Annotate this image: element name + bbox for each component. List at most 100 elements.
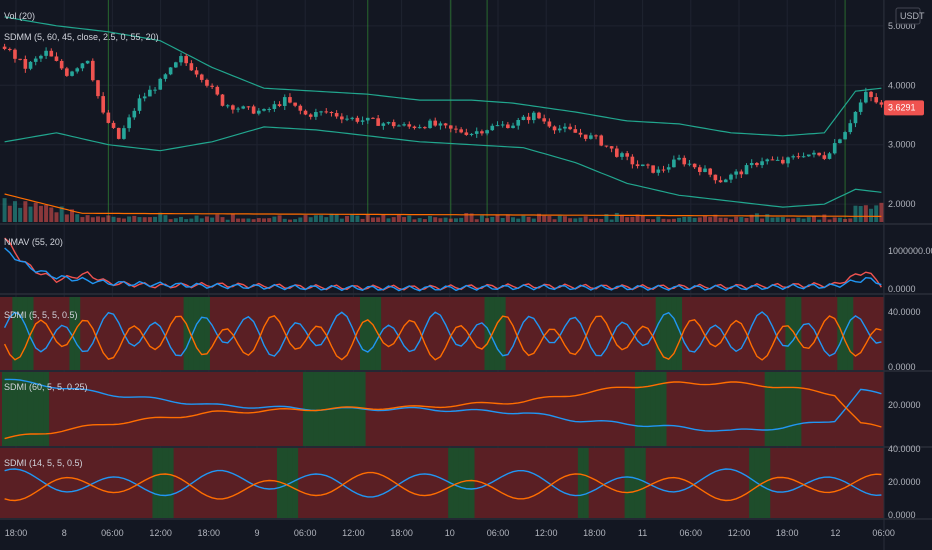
sdmi-3-indicator-label[interactable]: SDMI (14, 5, 5, 0.5)	[4, 458, 83, 468]
candle-body	[770, 159, 775, 161]
volume-bar	[692, 217, 697, 222]
candle-body	[225, 105, 230, 107]
candle-body	[433, 120, 438, 126]
volume-bar	[775, 217, 780, 222]
volume-bar	[168, 219, 173, 222]
candle-body	[49, 50, 54, 57]
sdmi-green-zone	[168, 448, 174, 518]
time-tick-label: 9	[254, 528, 259, 538]
sdmi-green-zone	[764, 372, 771, 446]
sdmi-green-zone	[365, 297, 371, 370]
volume-bar	[210, 217, 215, 222]
candle-body	[651, 165, 655, 173]
candle-body	[324, 111, 329, 113]
sdmi-green-zone	[640, 448, 646, 518]
volume-bar	[142, 217, 147, 222]
volume-bar	[381, 214, 386, 222]
candle-body	[54, 56, 59, 61]
candle-body	[454, 128, 458, 130]
candle-body	[350, 117, 355, 119]
current-price-badge	[884, 100, 924, 116]
candle-body	[858, 102, 863, 112]
candle-body	[132, 110, 137, 118]
candle-body	[386, 122, 391, 124]
candle-body	[614, 148, 619, 157]
volume-bar	[339, 218, 344, 222]
candle-body	[210, 85, 214, 87]
volume-bar	[329, 213, 334, 222]
candle-body	[677, 157, 681, 160]
volume-bar	[770, 217, 775, 222]
volume-bar	[293, 219, 298, 222]
sdmi-green-zone	[645, 372, 651, 446]
volume-bar	[547, 216, 552, 222]
candle-body	[148, 89, 152, 97]
candle-body	[874, 97, 879, 103]
volume-bar	[220, 217, 225, 222]
sdmi-green-zone	[640, 372, 646, 446]
candle-body	[137, 98, 142, 111]
candle-body	[765, 159, 770, 162]
volume-bar	[194, 215, 199, 222]
volume-bar	[573, 218, 578, 222]
sdmi-green-zone	[671, 297, 677, 370]
candle-body	[692, 163, 697, 168]
sdmi-green-zone	[204, 297, 210, 370]
candle-body	[329, 111, 334, 114]
candle-body	[70, 71, 74, 76]
sdmi-green-zone	[660, 297, 667, 370]
volume-indicator-label[interactable]: Vol (20)	[4, 11, 35, 21]
volume-bar	[604, 214, 609, 222]
volume-bars	[2, 193, 884, 222]
sdmi-green-zone	[152, 448, 159, 518]
candle-body	[111, 122, 116, 128]
candle-body	[2, 46, 7, 49]
volume-bar	[95, 216, 100, 222]
currency-badge[interactable]	[895, 7, 921, 25]
time-tick-label: 06:00	[487, 528, 510, 538]
candle-body	[345, 118, 349, 120]
time-tick-label: 12:00	[342, 528, 365, 538]
sdmm-indicator-label[interactable]: SDMM (5, 60, 45, close, 2.5, 0, 55, 20)	[4, 32, 159, 42]
volume-bar	[70, 209, 75, 222]
sdmi-2-tick-label: 20.0000	[888, 400, 921, 410]
volume-bar	[474, 219, 479, 222]
candle-body	[656, 169, 661, 173]
sdmi-green-zone	[12, 372, 18, 446]
volume-bar	[173, 218, 178, 222]
sdmi-green-zone	[847, 297, 854, 370]
candle-body	[485, 130, 489, 134]
volume-bar	[370, 217, 375, 222]
candle-body	[827, 153, 832, 159]
nmav-blue-line	[4, 247, 882, 292]
sdmi-green-zone	[458, 448, 465, 518]
sdmi-blue-line	[3, 311, 882, 357]
nmav-indicator-label[interactable]: NMAV (55, 20)	[4, 237, 63, 247]
time-tick-label: 12	[830, 528, 840, 538]
candle-body	[397, 125, 401, 127]
volume-bar	[848, 218, 853, 222]
candle-body	[75, 68, 80, 72]
candle-body	[516, 120, 521, 126]
candle-body	[303, 110, 308, 115]
volume-bar	[298, 217, 303, 222]
sdmi-green-zone	[12, 297, 18, 370]
candle-body	[537, 112, 541, 119]
candle-body	[801, 156, 806, 158]
candle-body	[500, 124, 505, 126]
time-tick-label: 06:00	[680, 528, 703, 538]
volume-bar	[786, 218, 791, 222]
volume-bar	[355, 215, 360, 222]
sdmi-2-indicator-label[interactable]: SDMI (60, 5, 5, 0.25)	[4, 382, 88, 392]
sdmi-1-indicator-label[interactable]: SDMI (5, 5, 5, 0.5)	[4, 310, 78, 320]
candle-body	[869, 91, 873, 98]
volume-bar	[666, 219, 671, 222]
sdmi-green-zone	[370, 297, 376, 370]
volume-bar	[697, 217, 702, 222]
volume-bar	[811, 215, 816, 222]
sdmi-green-zone	[43, 372, 50, 446]
candle-body	[464, 132, 469, 135]
candle-body	[18, 58, 22, 60]
volume-bar	[184, 219, 189, 222]
time-tick-label: 18:00	[198, 528, 221, 538]
